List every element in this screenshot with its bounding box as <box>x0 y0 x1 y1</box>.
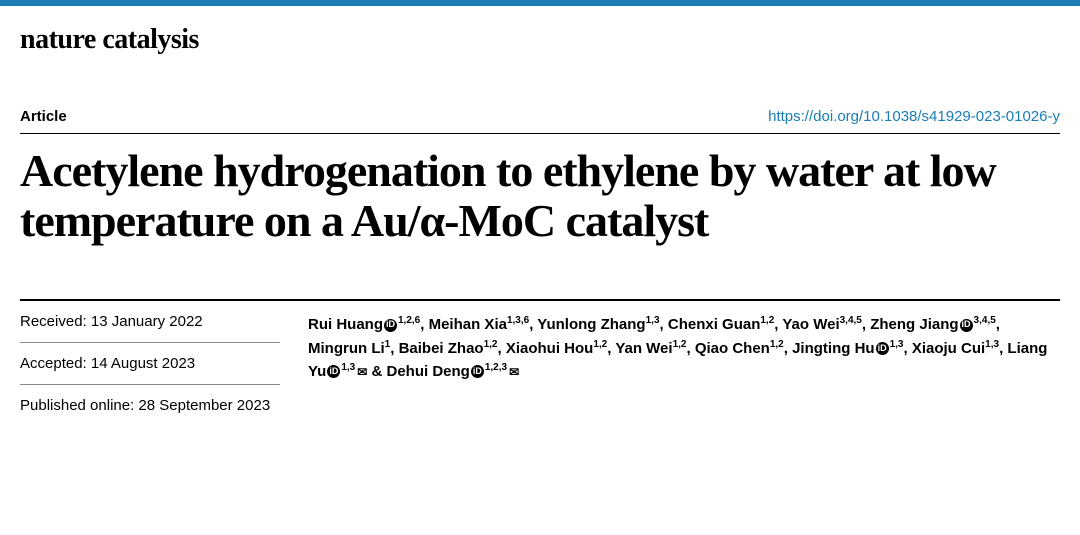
author-affiliations: 1,2,3 <box>485 362 507 373</box>
orcid-icon[interactable]: iD <box>471 365 484 378</box>
author-affiliations: 1,3 <box>985 339 999 350</box>
author-name: Rui Huang <box>308 316 383 333</box>
article-title: Acetylene hydrogenation to ethylene by w… <box>20 146 1060 245</box>
authors-list: Rui HuangiD1,2,6, Meihan Xia1,3,6, Yunlo… <box>308 301 1060 426</box>
author-affiliations: 1,2 <box>484 339 498 350</box>
dates-column: Received: 13 January 2022 Accepted: 14 A… <box>20 301 280 426</box>
author-name: Yunlong Zhang <box>537 316 645 333</box>
orcid-icon[interactable]: iD <box>384 319 397 332</box>
author-affiliations: 1,2,6 <box>398 315 420 326</box>
author-name: Yao Wei <box>782 316 839 333</box>
journal-name: nature catalysis <box>20 24 1060 56</box>
author-affiliations: 1,3,6 <box>507 315 529 326</box>
author-name: Qiao Chen <box>695 340 770 357</box>
author-name: Baibei Zhao <box>399 340 484 357</box>
author-name: Xiaoju Cui <box>912 340 985 357</box>
article-type: Article <box>20 108 67 125</box>
author-affiliations: 1,3 <box>646 315 660 326</box>
orcid-icon[interactable]: iD <box>327 365 340 378</box>
orcid-icon[interactable]: iD <box>876 342 889 355</box>
author-affiliations: 1,3 <box>890 339 904 350</box>
brand-top-bar <box>0 0 1080 6</box>
author-affiliations: 1,2 <box>770 339 784 350</box>
author-name: Yan Wei <box>615 340 672 357</box>
corresponding-icon: ✉ <box>357 363 367 382</box>
lower-section: Received: 13 January 2022 Accepted: 14 A… <box>20 301 1060 426</box>
author-affiliations: 1,2 <box>673 339 687 350</box>
published-date: Published online: 28 September 2023 <box>20 385 280 426</box>
author-name: Chenxi Guan <box>668 316 761 333</box>
corresponding-icon: ✉ <box>509 363 519 382</box>
author-name: Mingrun Li <box>308 340 385 357</box>
author-name: Xiaohui Hou <box>506 340 594 357</box>
author-name: Dehui Deng <box>386 363 469 380</box>
author-affiliations: 1,2 <box>760 315 774 326</box>
author-name: Jingting Hu <box>792 340 875 357</box>
author-name: Meihan Xia <box>429 316 507 333</box>
author-name: Zheng Jiang <box>870 316 958 333</box>
meta-row: Article https://doi.org/10.1038/s41929-0… <box>20 108 1060 134</box>
received-date: Received: 13 January 2022 <box>20 301 280 343</box>
author-affiliations: 3,4,5 <box>840 315 862 326</box>
accepted-date: Accepted: 14 August 2023 <box>20 343 280 385</box>
author-affiliations: 1,2 <box>593 339 607 350</box>
orcid-icon[interactable]: iD <box>960 319 973 332</box>
doi-link[interactable]: https://doi.org/10.1038/s41929-023-01026… <box>768 108 1060 125</box>
author-affiliations: 1 <box>385 339 391 350</box>
author-affiliations: 3,4,5 <box>974 315 996 326</box>
author-affiliations: 1,3 <box>341 362 355 373</box>
